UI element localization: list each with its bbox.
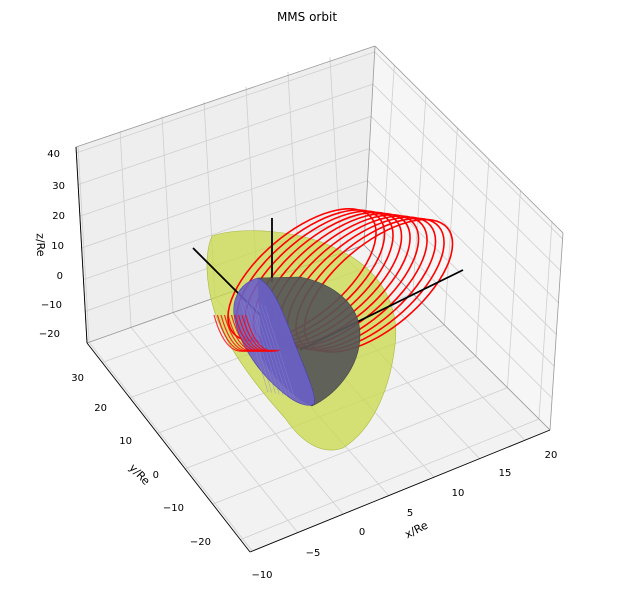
plot-shapes xyxy=(192,208,464,451)
z-grid-right-line xyxy=(372,83,561,272)
x-tick-label: 15 xyxy=(499,468,512,479)
orbit-perigee-arc xyxy=(244,314,280,352)
box-edge xyxy=(75,45,376,148)
box-edge xyxy=(549,232,564,431)
z-grid-right-line xyxy=(365,212,553,399)
y-grid-right-line xyxy=(443,127,458,325)
z-grid-right-line xyxy=(367,180,555,367)
z-grid-left-line xyxy=(79,115,372,217)
x-tick-label: 10 xyxy=(452,488,465,499)
x-grid-left-line xyxy=(77,146,90,343)
x-tick-label: −5 xyxy=(306,548,321,559)
y-tick-label: −20 xyxy=(190,537,211,548)
earth-shadow-mesh-line xyxy=(264,305,295,398)
x-grid-left-line xyxy=(119,131,132,328)
earth-shadow-mesh-line xyxy=(246,301,276,394)
x-tick-label: 0 xyxy=(359,527,365,538)
z-tick-label: 40 xyxy=(47,149,60,160)
earth-shadow-mesh-line xyxy=(250,302,280,395)
box-edge xyxy=(374,45,564,234)
x-tick-label: 5 xyxy=(407,508,413,519)
x-grid-left-line xyxy=(329,57,342,254)
earth-shadow-mesh-line xyxy=(253,302,284,396)
x-grid-floor-line xyxy=(88,342,253,552)
y-grid-right-line xyxy=(538,221,553,420)
x-tick-label: 20 xyxy=(545,450,558,461)
y-tick-label: 20 xyxy=(94,403,107,414)
left-pane xyxy=(76,46,375,343)
z-axis-line xyxy=(75,146,88,344)
y-axis-label: y/Re xyxy=(126,461,152,488)
x-axis-label: x/Re xyxy=(403,519,431,542)
z-tick-label: 0 xyxy=(57,271,63,282)
y-axis-line xyxy=(86,342,251,553)
z-grid-left-line xyxy=(76,51,375,154)
z-axis-label: z/Re xyxy=(34,233,48,257)
y-grid-right-line xyxy=(475,159,490,357)
x-axis-line xyxy=(249,429,551,553)
right-pane xyxy=(364,46,563,430)
y-grid-floor-line xyxy=(212,387,508,505)
z-grid-left-line xyxy=(83,180,368,281)
x-tick-label: −10 xyxy=(251,570,272,581)
y-tick-label: −10 xyxy=(163,503,184,514)
y-grid-floor-line xyxy=(240,418,540,540)
y-tick-label: 30 xyxy=(71,373,84,384)
z-grid-right-line xyxy=(370,116,559,303)
x-grid-floor-line xyxy=(172,312,344,515)
earth-shadow-surface xyxy=(233,277,315,406)
z-tick-label: −20 xyxy=(39,329,60,340)
y-tick-label: 10 xyxy=(119,436,132,447)
z-tick-label: 30 xyxy=(52,181,65,192)
x-grid-left-line xyxy=(161,116,174,313)
y-tick-label: 0 xyxy=(153,470,159,481)
chart-title: MMS orbit xyxy=(277,10,337,24)
z-grid-left-line xyxy=(81,148,370,249)
z-grid-left-line xyxy=(77,83,374,185)
z-tick-label: 10 xyxy=(51,241,64,252)
y-grid-right-line xyxy=(380,65,395,263)
tick-labels: −10 −5 0 5 10 15 20 −20 −10 0 10 20 30 −20 −10 0 10 20 30 4… xyxy=(39,149,557,581)
y-grid-right-line xyxy=(507,190,521,388)
x-grid-floor-line xyxy=(130,327,299,533)
z-grid-right-line xyxy=(369,148,557,335)
z-tick-label: 20 xyxy=(52,211,65,222)
z-tick-label: −10 xyxy=(41,300,62,311)
z-grid-right-line xyxy=(374,51,563,240)
y-grid-right-line xyxy=(412,96,427,294)
